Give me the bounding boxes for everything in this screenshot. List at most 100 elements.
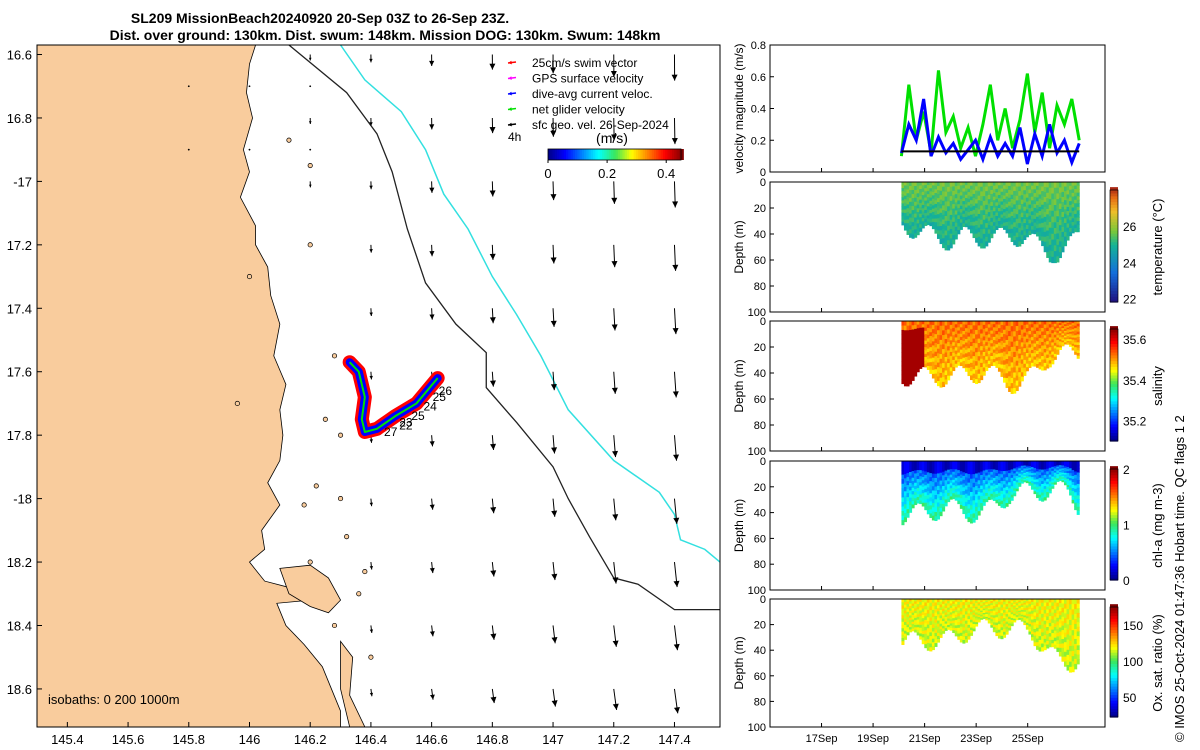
profile-cell	[982, 483, 986, 487]
profile-cell	[949, 612, 953, 616]
profile-colorbar-frame	[1109, 468, 1119, 581]
profile-cell	[967, 185, 971, 190]
profile-cell	[1066, 467, 1070, 470]
profile-cell	[1000, 604, 1004, 609]
profile-cell	[944, 619, 948, 622]
profile-cell	[1010, 367, 1014, 374]
profile-colorbar-cell	[1110, 506, 1118, 510]
profile-cell	[1000, 470, 1004, 475]
profile-cell	[1046, 241, 1050, 248]
profile-cell	[1066, 325, 1070, 329]
profile-cell	[931, 225, 935, 230]
profile-cell	[1010, 491, 1014, 496]
profile-cell	[1076, 649, 1080, 656]
profile-cell	[936, 599, 941, 603]
profile-cell	[975, 207, 979, 213]
profile-cell	[931, 635, 935, 640]
profile-cell	[1000, 182, 1004, 186]
profile-cell	[921, 214, 925, 219]
profile-cell	[934, 482, 938, 488]
profile-cell	[957, 358, 961, 363]
colorbar-cell	[611, 149, 614, 160]
profile-cell	[1041, 200, 1045, 206]
profile-cell	[1030, 475, 1035, 478]
sfc-velocity-arrow	[611, 117, 618, 141]
profile-cell	[1018, 616, 1022, 619]
profile-colorbar-cell	[1110, 694, 1118, 698]
profile-cell	[967, 195, 971, 200]
profile-cell	[1069, 224, 1073, 229]
profile-cell	[934, 626, 938, 630]
profile-cell	[1074, 461, 1078, 465]
profile-cell	[959, 327, 963, 332]
profile-cell	[1025, 360, 1029, 365]
profile-cell	[1066, 182, 1070, 187]
profile-cell	[1043, 483, 1047, 487]
profile-cell	[990, 336, 994, 341]
profile-cell	[931, 494, 935, 500]
profile-cell	[947, 230, 951, 236]
profile-cell	[1030, 485, 1035, 488]
profile-cell	[919, 227, 923, 232]
profile-cell	[952, 625, 956, 629]
profile-cell	[926, 185, 930, 189]
profile-cell	[919, 213, 923, 218]
profile-cell	[1071, 329, 1075, 332]
profile-colorbar-cell	[1110, 420, 1118, 425]
profile-cell	[1076, 654, 1080, 660]
profile-cell	[911, 603, 915, 607]
profile-cell	[934, 473, 938, 479]
profile-cell	[901, 325, 905, 331]
profile-cell	[942, 616, 946, 620]
profile-cell	[949, 605, 953, 609]
profile-cell	[1061, 186, 1065, 193]
profile-cell	[995, 493, 999, 498]
profile-colorbar-cell	[1110, 253, 1118, 257]
profile-cell	[980, 601, 984, 604]
profile-cell	[962, 191, 966, 196]
profile-cell	[1066, 339, 1070, 342]
profile-cell	[952, 627, 956, 631]
profile-cell	[914, 479, 918, 484]
profile-cell	[1041, 483, 1045, 488]
profile-cell	[921, 608, 925, 613]
profile-cell	[1036, 638, 1040, 643]
profile-cell	[1069, 212, 1073, 218]
profile-cell	[1061, 333, 1065, 336]
profile-cell	[1056, 250, 1060, 257]
profile-cell	[939, 221, 943, 227]
profile-cell	[1066, 340, 1070, 344]
sfc-velocity-arrow	[308, 181, 312, 188]
profile-cell	[954, 488, 958, 493]
profile-cell	[1051, 462, 1055, 466]
profile-cell	[975, 379, 979, 385]
profile-cell	[906, 330, 910, 336]
profile-cell	[1025, 481, 1029, 484]
profile-cell	[936, 498, 941, 503]
profile-cell	[939, 607, 943, 611]
profile-cell	[1051, 484, 1055, 487]
profile-cell	[1063, 218, 1068, 224]
profile-cell	[939, 354, 943, 360]
profile-cell	[997, 367, 1001, 372]
profile-cell	[957, 473, 961, 477]
profile-cell	[1015, 209, 1019, 215]
profile-cell	[975, 199, 979, 205]
colorbar-cell	[653, 149, 657, 160]
profile-cell	[903, 504, 908, 510]
profile-cell	[964, 514, 968, 519]
profile-cell	[980, 485, 984, 490]
profile-cell	[921, 340, 925, 345]
profile-cell	[992, 463, 996, 468]
profile-cell	[901, 479, 905, 485]
profile-cell	[903, 473, 908, 479]
profile-cell	[1028, 469, 1032, 472]
profile-cell	[964, 636, 968, 640]
profile-cell	[1074, 502, 1078, 507]
profile-cell	[1028, 631, 1032, 635]
profile-cell	[970, 491, 974, 497]
map-y-tick-label: -17	[13, 174, 32, 189]
profile-cell	[985, 463, 989, 468]
reef-island	[362, 569, 368, 575]
profile-cell	[990, 330, 994, 335]
